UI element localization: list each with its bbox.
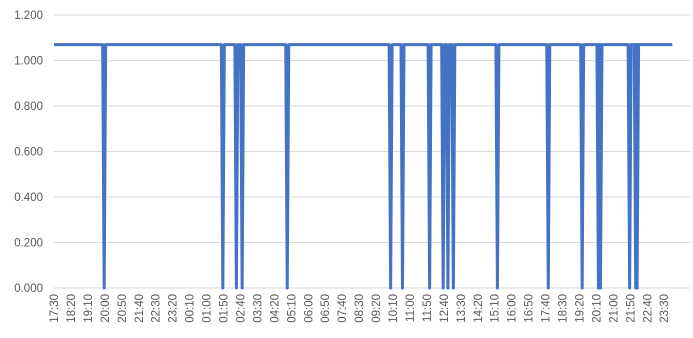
- y-tick-label: 0.400: [14, 192, 43, 204]
- x-tick-label: 23:30: [659, 294, 671, 323]
- x-tick-label: 17:40: [541, 294, 553, 323]
- x-tick-label: 21:40: [134, 294, 146, 323]
- gridlines: [54, 14, 690, 289]
- x-tick-label: 14:20: [473, 294, 485, 323]
- x-tick-label: 05:10: [286, 294, 298, 323]
- x-tick-label: 00:10: [185, 294, 197, 323]
- x-tick-label: 20:50: [117, 294, 129, 323]
- x-tick-label: 19:10: [83, 294, 95, 323]
- x-tick-label: 12:40: [439, 294, 451, 323]
- x-tick-label: 20:00: [100, 294, 112, 323]
- x-tick-label: 21:50: [625, 294, 637, 323]
- x-tick-label: 16:00: [507, 294, 519, 323]
- x-tick-label: 23:20: [168, 294, 180, 323]
- x-axis-ticks: 17:30 18:20 19:10 20:00 20:50 21:40 22:30 23:20…: [49, 294, 671, 323]
- x-tick-label: 13:30: [456, 294, 468, 323]
- x-tick-label: 02:40: [235, 294, 247, 323]
- x-tick-label: 10:10: [388, 294, 400, 323]
- x-tick-label: 21:00: [608, 294, 620, 323]
- x-tick-label: 18:30: [558, 294, 570, 323]
- x-tick-label: 22:30: [151, 294, 163, 323]
- x-tick-label: 19:20: [574, 294, 586, 323]
- x-tick-label: 01:50: [219, 294, 231, 323]
- x-tick-label: 04:20: [269, 294, 281, 323]
- x-tick-label: 06:50: [320, 294, 332, 323]
- y-tick-label: 0.800: [14, 101, 43, 113]
- x-tick-label: 16:50: [524, 294, 536, 323]
- x-tick-label: 20:10: [591, 294, 603, 323]
- x-tick-label: 18:20: [66, 294, 78, 323]
- y-axis-ticks: 0.000 0.200 0.400 0.600 0.800 1.000 1.200: [14, 10, 43, 295]
- x-tick-label: 15:10: [490, 294, 502, 323]
- x-tick-label: 08:30: [354, 294, 366, 323]
- x-tick-label: 11:50: [422, 294, 434, 322]
- x-tick-label: 01:00: [202, 294, 214, 323]
- y-tick-label: 0.600: [14, 147, 43, 159]
- x-tick-label: 07:40: [337, 294, 349, 323]
- y-tick-label: 0.200: [14, 238, 43, 250]
- y-tick-label: 0.000: [14, 283, 43, 295]
- x-tick-label: 09:20: [371, 294, 383, 323]
- x-tick-label: 17:30: [49, 294, 61, 323]
- x-tick-label: 11:00: [405, 294, 417, 322]
- x-tick-label: 22:40: [642, 294, 654, 323]
- y-tick-label: 1.200: [14, 10, 43, 22]
- y-tick-label: 1.000: [14, 56, 43, 68]
- x-tick-label: 06:00: [303, 294, 315, 323]
- x-tick-label: 03:30: [252, 294, 264, 323]
- series-line: [54, 43, 673, 290]
